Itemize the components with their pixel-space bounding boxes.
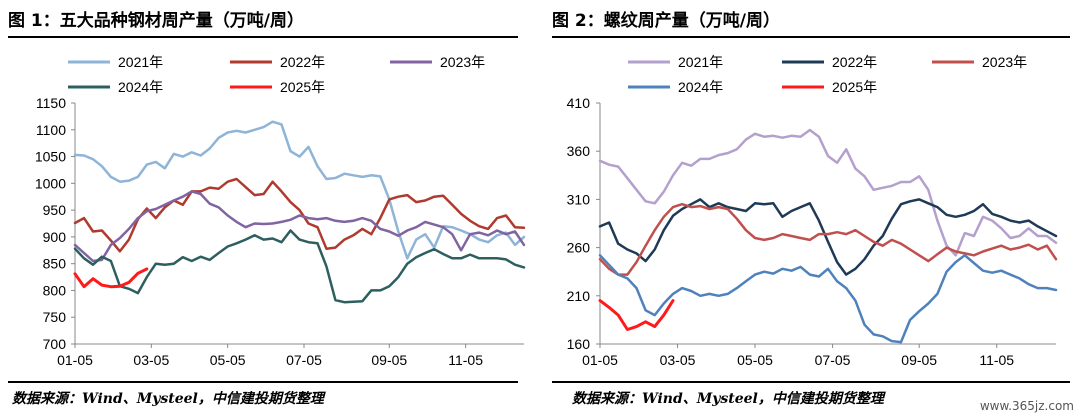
y-tick-label: 1000 — [35, 175, 66, 191]
x-tick-label: 07-05 — [286, 352, 322, 368]
x-tick-label: 11-05 — [448, 352, 483, 368]
y-tick-label: 700 — [43, 336, 67, 352]
series-line-2021年 — [598, 128, 1058, 257]
legend-label: 2023年 — [440, 54, 485, 70]
x-tick-label: 05-05 — [210, 352, 246, 368]
chart-1-title-rule — [8, 36, 518, 38]
y-tick-label: 210 — [567, 288, 591, 304]
chart-1-title: 图 1：五大品种钢材周产量（万吨/周） — [8, 11, 304, 31]
y-tick-label: 410 — [567, 95, 591, 111]
y-tick-label: 800 — [43, 282, 67, 298]
x-tick-label: 05-05 — [737, 352, 773, 368]
series-line-2024年 — [73, 229, 526, 304]
x-tick-label: 07-05 — [815, 352, 851, 368]
legend-label: 2021年 — [118, 54, 163, 70]
chart-2-title: 图 2：螺纹周产量（万吨/周） — [552, 11, 780, 31]
y-tick-label: 750 — [43, 309, 67, 325]
legend-label: 2025年 — [280, 79, 325, 95]
legend-label: 2025年 — [832, 79, 877, 95]
y-tick-label: 1100 — [36, 122, 66, 138]
series-line-2025年 — [73, 267, 149, 289]
chart-1-source: 数据来源：Wind、Mysteel，中信建投期货整理 — [12, 391, 324, 407]
y-tick-label: 160 — [567, 336, 591, 352]
x-tick-label: 03-05 — [133, 352, 169, 368]
y-tick-label: 360 — [567, 143, 591, 159]
x-tick-label: 11-05 — [979, 352, 1014, 368]
series-line-2021年 — [73, 120, 526, 260]
series-line-2024年 — [598, 254, 1058, 344]
legend-label: 2022年 — [280, 54, 325, 70]
y-tick-label: 1150 — [36, 95, 66, 111]
chart-2: 160 210 260 310 360 410 01-05 03-05 05-05 07-05 09… — [567, 54, 1058, 368]
series-line-2023年 — [73, 190, 526, 263]
y-tick-label: 260 — [567, 240, 591, 256]
y-tick-label: 950 — [43, 202, 67, 218]
y-tick-label: 850 — [43, 256, 67, 272]
chart-2-source-rule — [552, 381, 1070, 383]
series-line-2022年 — [598, 198, 1058, 276]
x-tick-label: 01-05 — [57, 352, 93, 368]
chart-2-title-rule — [552, 36, 1070, 38]
series-line-2023年 — [598, 202, 1058, 276]
chart-1-source-rule — [8, 381, 518, 383]
y-tick-label: 900 — [43, 229, 67, 245]
legend-label: 2021年 — [678, 54, 723, 70]
chart-2-source: 数据来源：Wind、Mysteel，中信建投期货整理 — [572, 391, 884, 407]
legend-label: 2022年 — [832, 54, 877, 70]
x-tick-label: 03-05 — [660, 352, 696, 368]
watermark: www.365jz.com — [979, 399, 1074, 413]
legend-label: 2024年 — [678, 79, 723, 95]
y-tick-label: 1050 — [35, 149, 66, 165]
x-tick-label: 09-05 — [371, 352, 407, 368]
legend-label: 2024年 — [118, 79, 163, 95]
chart-1: 700 750 800 850 900 950 1000 1050 1100 1150 01-05 0… — [35, 54, 526, 368]
y-tick-label: 310 — [567, 191, 591, 207]
series-line-2025年 — [598, 299, 675, 331]
legend-label: 2023年 — [982, 54, 1027, 70]
x-tick-label: 09-05 — [901, 352, 937, 368]
x-tick-label: 01-05 — [582, 352, 618, 368]
